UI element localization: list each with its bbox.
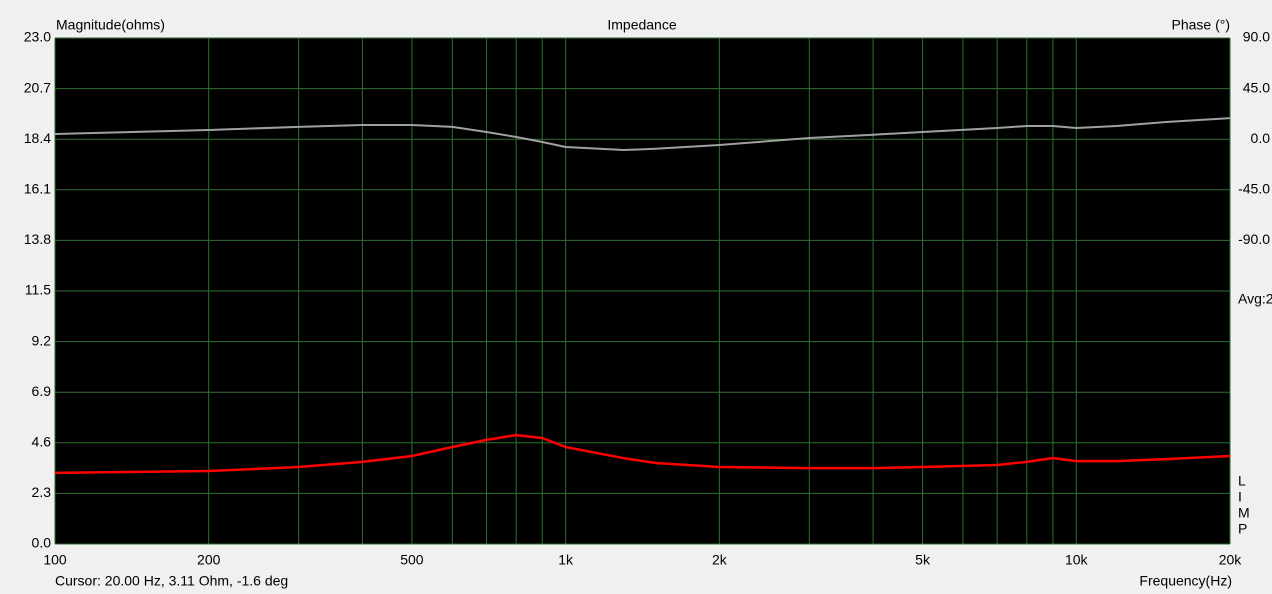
y2-tick-label: -90.0 bbox=[1238, 231, 1270, 247]
y-axis-label: Magnitude(ohms) bbox=[56, 17, 165, 33]
y2-tick-label: 45.0 bbox=[1243, 79, 1270, 95]
y2-tick-label: 0.0 bbox=[1251, 130, 1271, 146]
x-tick-label: 100 bbox=[43, 552, 67, 568]
y-tick-label: 13.8 bbox=[24, 231, 51, 247]
x-tick-label: 5k bbox=[915, 552, 931, 568]
x-tick-label: 10k bbox=[1065, 552, 1089, 568]
side-letter: L bbox=[1238, 473, 1246, 489]
y2-tick-label: 90.0 bbox=[1243, 29, 1270, 45]
x-axis-label: Frequency(Hz) bbox=[1139, 573, 1232, 589]
y-tick-label: 9.2 bbox=[32, 332, 52, 348]
y2-tick-label: -45.0 bbox=[1238, 181, 1270, 197]
side-letter: P bbox=[1238, 521, 1247, 537]
data-line bbox=[54, 433, 1231, 475]
chart-title: Impedance bbox=[607, 17, 676, 33]
y-tick-label: 0.0 bbox=[32, 535, 52, 551]
x-tick-label: 200 bbox=[197, 552, 221, 568]
side-letter: I bbox=[1238, 489, 1242, 505]
data-line bbox=[54, 117, 1231, 151]
y-tick-label: 4.6 bbox=[32, 434, 52, 450]
y-tick-label: 16.1 bbox=[24, 181, 51, 197]
side-letter: M bbox=[1238, 505, 1250, 521]
y2-axis-label: Phase (°) bbox=[1171, 17, 1230, 33]
y-tick-label: 20.7 bbox=[24, 79, 51, 95]
x-tick-label: 500 bbox=[400, 552, 424, 568]
cursor-readout: Cursor: 20.00 Hz, 3.11 Ohm, -1.6 deg bbox=[55, 573, 288, 589]
y-tick-label: 23.0 bbox=[24, 29, 51, 45]
x-tick-label: 1k bbox=[558, 552, 574, 568]
average-readout: Avg:2 bbox=[1238, 291, 1272, 307]
y-tick-label: 6.9 bbox=[32, 383, 52, 399]
x-tick-label: 20k bbox=[1219, 552, 1243, 568]
y-tick-label: 11.5 bbox=[25, 282, 51, 298]
x-tick-label: 2k bbox=[712, 552, 728, 568]
y-tick-label: 2.3 bbox=[32, 484, 52, 500]
y-tick-label: 18.4 bbox=[24, 130, 51, 146]
